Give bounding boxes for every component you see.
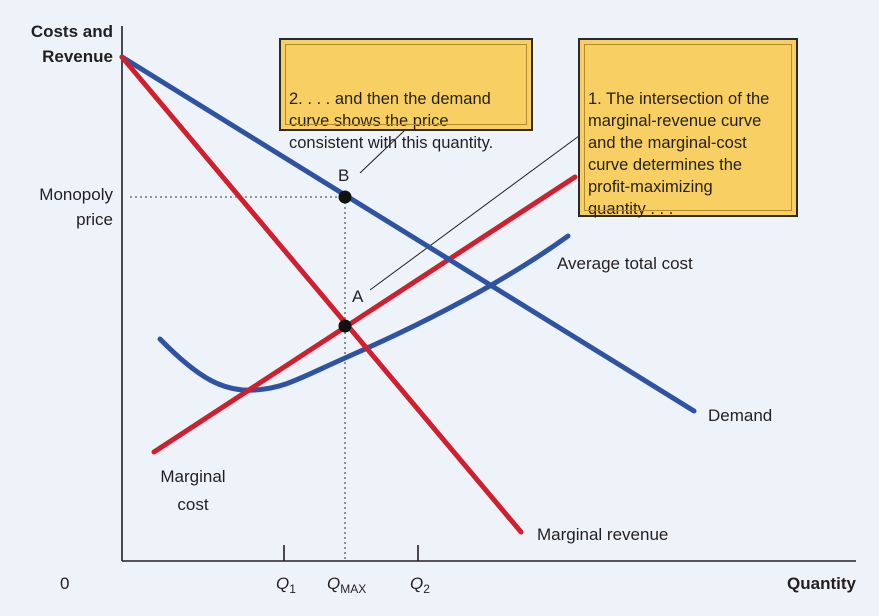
marginal-revenue-label: Marginal revenue (537, 525, 668, 544)
marginal-revenue-curve (119, 54, 524, 535)
note-mr-mc-intersection: 1. The intersection of the marginal-reve… (578, 38, 798, 218)
demand-label: Demand (708, 406, 772, 425)
average-total-cost-label: Average total cost (557, 254, 693, 273)
y-axis-title-line1: Costs and (31, 22, 113, 41)
q1-label-sub: 1 (289, 582, 296, 596)
note1-leader (369, 132, 584, 291)
y-axis-title-line2: Revenue (42, 47, 113, 66)
q1-label-base: Q (276, 574, 289, 593)
point-a (338, 319, 352, 333)
qmax-label-base: Q (327, 574, 340, 593)
note-demand-price: 2. . . . and then the demand curve shows… (279, 38, 533, 152)
q2-label: Q2 (410, 574, 430, 596)
qmax-label: QMAX (327, 574, 366, 596)
q2-label-sub: 2 (423, 582, 430, 596)
origin-label: 0 (60, 574, 69, 593)
demand-curve (119, 54, 697, 414)
note-mr-mc-intersection-text: 1. The intersection of the marginal-reve… (588, 90, 770, 218)
point-a-label: A (352, 287, 364, 306)
point-b (338, 190, 352, 204)
marginal-cost-label-line1: Marginal (160, 467, 225, 486)
marginal-cost-label-line2: cost (177, 495, 208, 514)
q1-label: Q1 (276, 574, 296, 596)
point-b-label: B (338, 166, 349, 185)
average-total-cost-curve (157, 233, 571, 393)
q2-label-base: Q (410, 574, 423, 593)
marginal-cost-curve (151, 174, 578, 455)
qmax-label-sub: MAX (340, 582, 366, 596)
note2-leader (359, 130, 405, 174)
x-axis-title: Quantity (787, 574, 856, 593)
monopoly-price-label-line1: Monopoly (39, 185, 113, 204)
monopoly-price-label-line2: price (76, 210, 113, 229)
note-demand-price-text: 2. . . . and then the demand curve shows… (289, 90, 494, 152)
